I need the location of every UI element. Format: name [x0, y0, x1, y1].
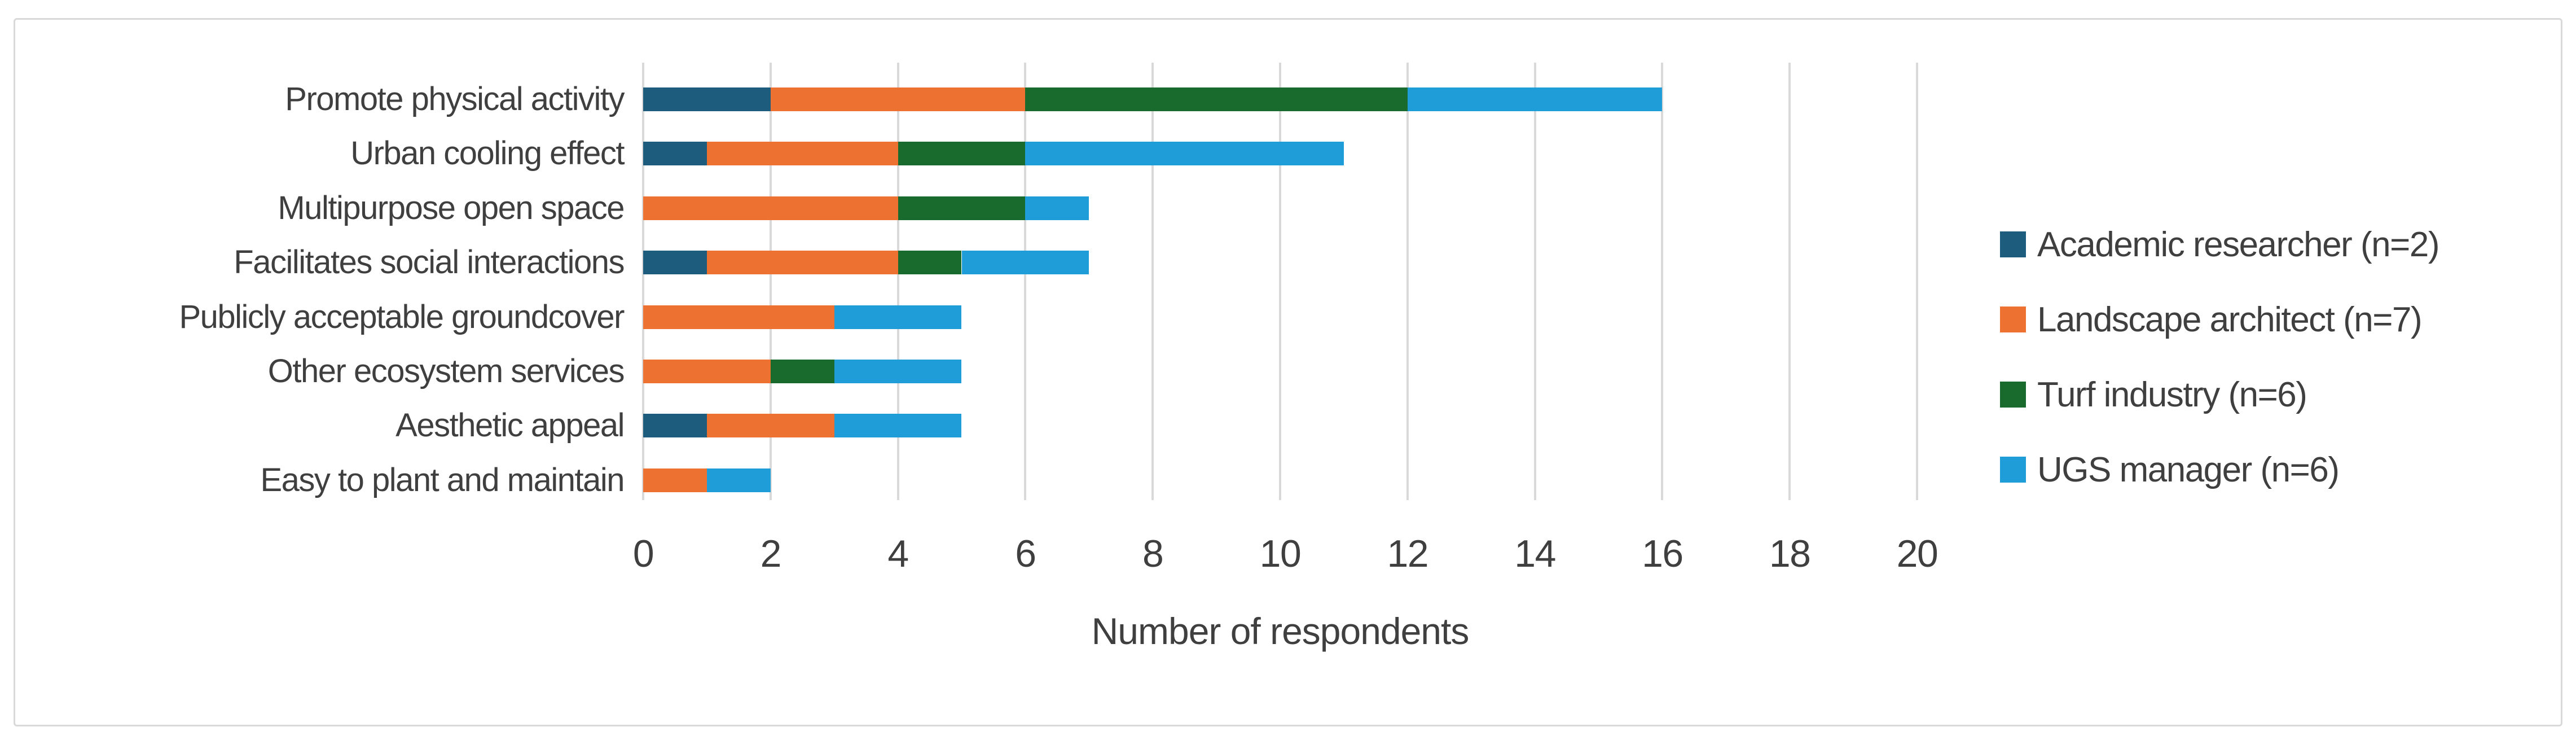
bar-segment [898, 196, 1026, 220]
x-tick-label: 2 [760, 532, 782, 575]
category-label: Aesthetic appeal [395, 407, 625, 444]
x-tick-label: 18 [1769, 532, 1811, 575]
x-tick-label: 10 [1259, 532, 1302, 575]
gridline [1279, 63, 1281, 500]
legend-label: Turf industry (n=6) [2037, 375, 2307, 414]
bar-segment [706, 414, 834, 438]
x-tick-label: 20 [1896, 532, 1938, 575]
bar-segment [643, 87, 771, 111]
bar-segment [1025, 196, 1089, 220]
category-label: Publicly acceptable groundcover [179, 298, 625, 335]
x-tick-label: 14 [1514, 532, 1556, 575]
bar-segment [898, 251, 962, 275]
bar-segment [961, 251, 1089, 275]
bar-segment [834, 305, 962, 329]
gridline [1916, 63, 1918, 500]
bar-segment [834, 360, 962, 383]
gridline [896, 63, 899, 500]
category-label: Easy to plant and maintain [260, 461, 625, 498]
bar-segment [643, 196, 898, 220]
x-tick-label: 6 [1015, 532, 1036, 575]
bar-segment [770, 87, 1026, 111]
legend-label: Landscape architect (n=7) [2037, 300, 2423, 339]
legend-item: Landscape architect (n=7) [2000, 297, 2423, 342]
bar-segment [1025, 142, 1344, 166]
x-tick-label: 16 [1642, 532, 1683, 575]
bar-segment [643, 305, 834, 329]
bar-segment [643, 360, 771, 383]
legend-swatch [2000, 306, 2026, 332]
category-label: Multipurpose open space [278, 189, 625, 226]
gridline [1661, 63, 1664, 500]
category-label: Urban cooling effect [350, 135, 625, 172]
bar-segment [643, 414, 707, 438]
gridline [1788, 63, 1791, 500]
bar-segment [706, 468, 771, 492]
bar-segment [643, 251, 707, 275]
category-label: Facilitates social interactions [234, 244, 625, 281]
legend-label: Academic researcher (n=2) [2037, 225, 2439, 264]
legend-item: Turf industry (n=6) [2000, 372, 2307, 417]
category-label: Promote physical activity [285, 81, 625, 117]
bar-segment [898, 142, 1026, 166]
legend-swatch [2000, 231, 2026, 257]
x-axis-title: Number of respondents [1091, 610, 1470, 652]
gridline [642, 63, 644, 500]
gridline [1024, 63, 1027, 500]
chart-frame-border [14, 18, 2562, 726]
legend: Academic researcher (n=2) Landscape archi… [2000, 0, 2559, 740]
bar-segment [643, 142, 707, 166]
legend-label: UGS manager (n=6) [2037, 450, 2340, 489]
bar-segment [1407, 87, 1663, 111]
gridline [1406, 63, 1409, 500]
category-label: Other ecosystem services [267, 353, 625, 389]
x-tick-label: 0 [632, 532, 654, 575]
legend-item: Academic researcher (n=2) [2000, 222, 2439, 267]
gridline [1533, 63, 1536, 500]
bar-segment [770, 360, 834, 383]
bar-segment [706, 142, 898, 166]
x-tick-label: 8 [1142, 532, 1164, 575]
bar-segment [643, 468, 707, 492]
x-tick-label: 12 [1387, 532, 1428, 575]
legend-swatch [2000, 382, 2026, 408]
legend-item: UGS manager (n=6) [2000, 447, 2340, 492]
bar-segment [1025, 87, 1408, 111]
x-tick-label: 4 [887, 532, 909, 575]
gridline [769, 63, 772, 500]
gridline [1151, 63, 1154, 500]
bar-segment [834, 414, 962, 438]
bar-segment [706, 251, 898, 275]
legend-swatch [2000, 457, 2026, 483]
